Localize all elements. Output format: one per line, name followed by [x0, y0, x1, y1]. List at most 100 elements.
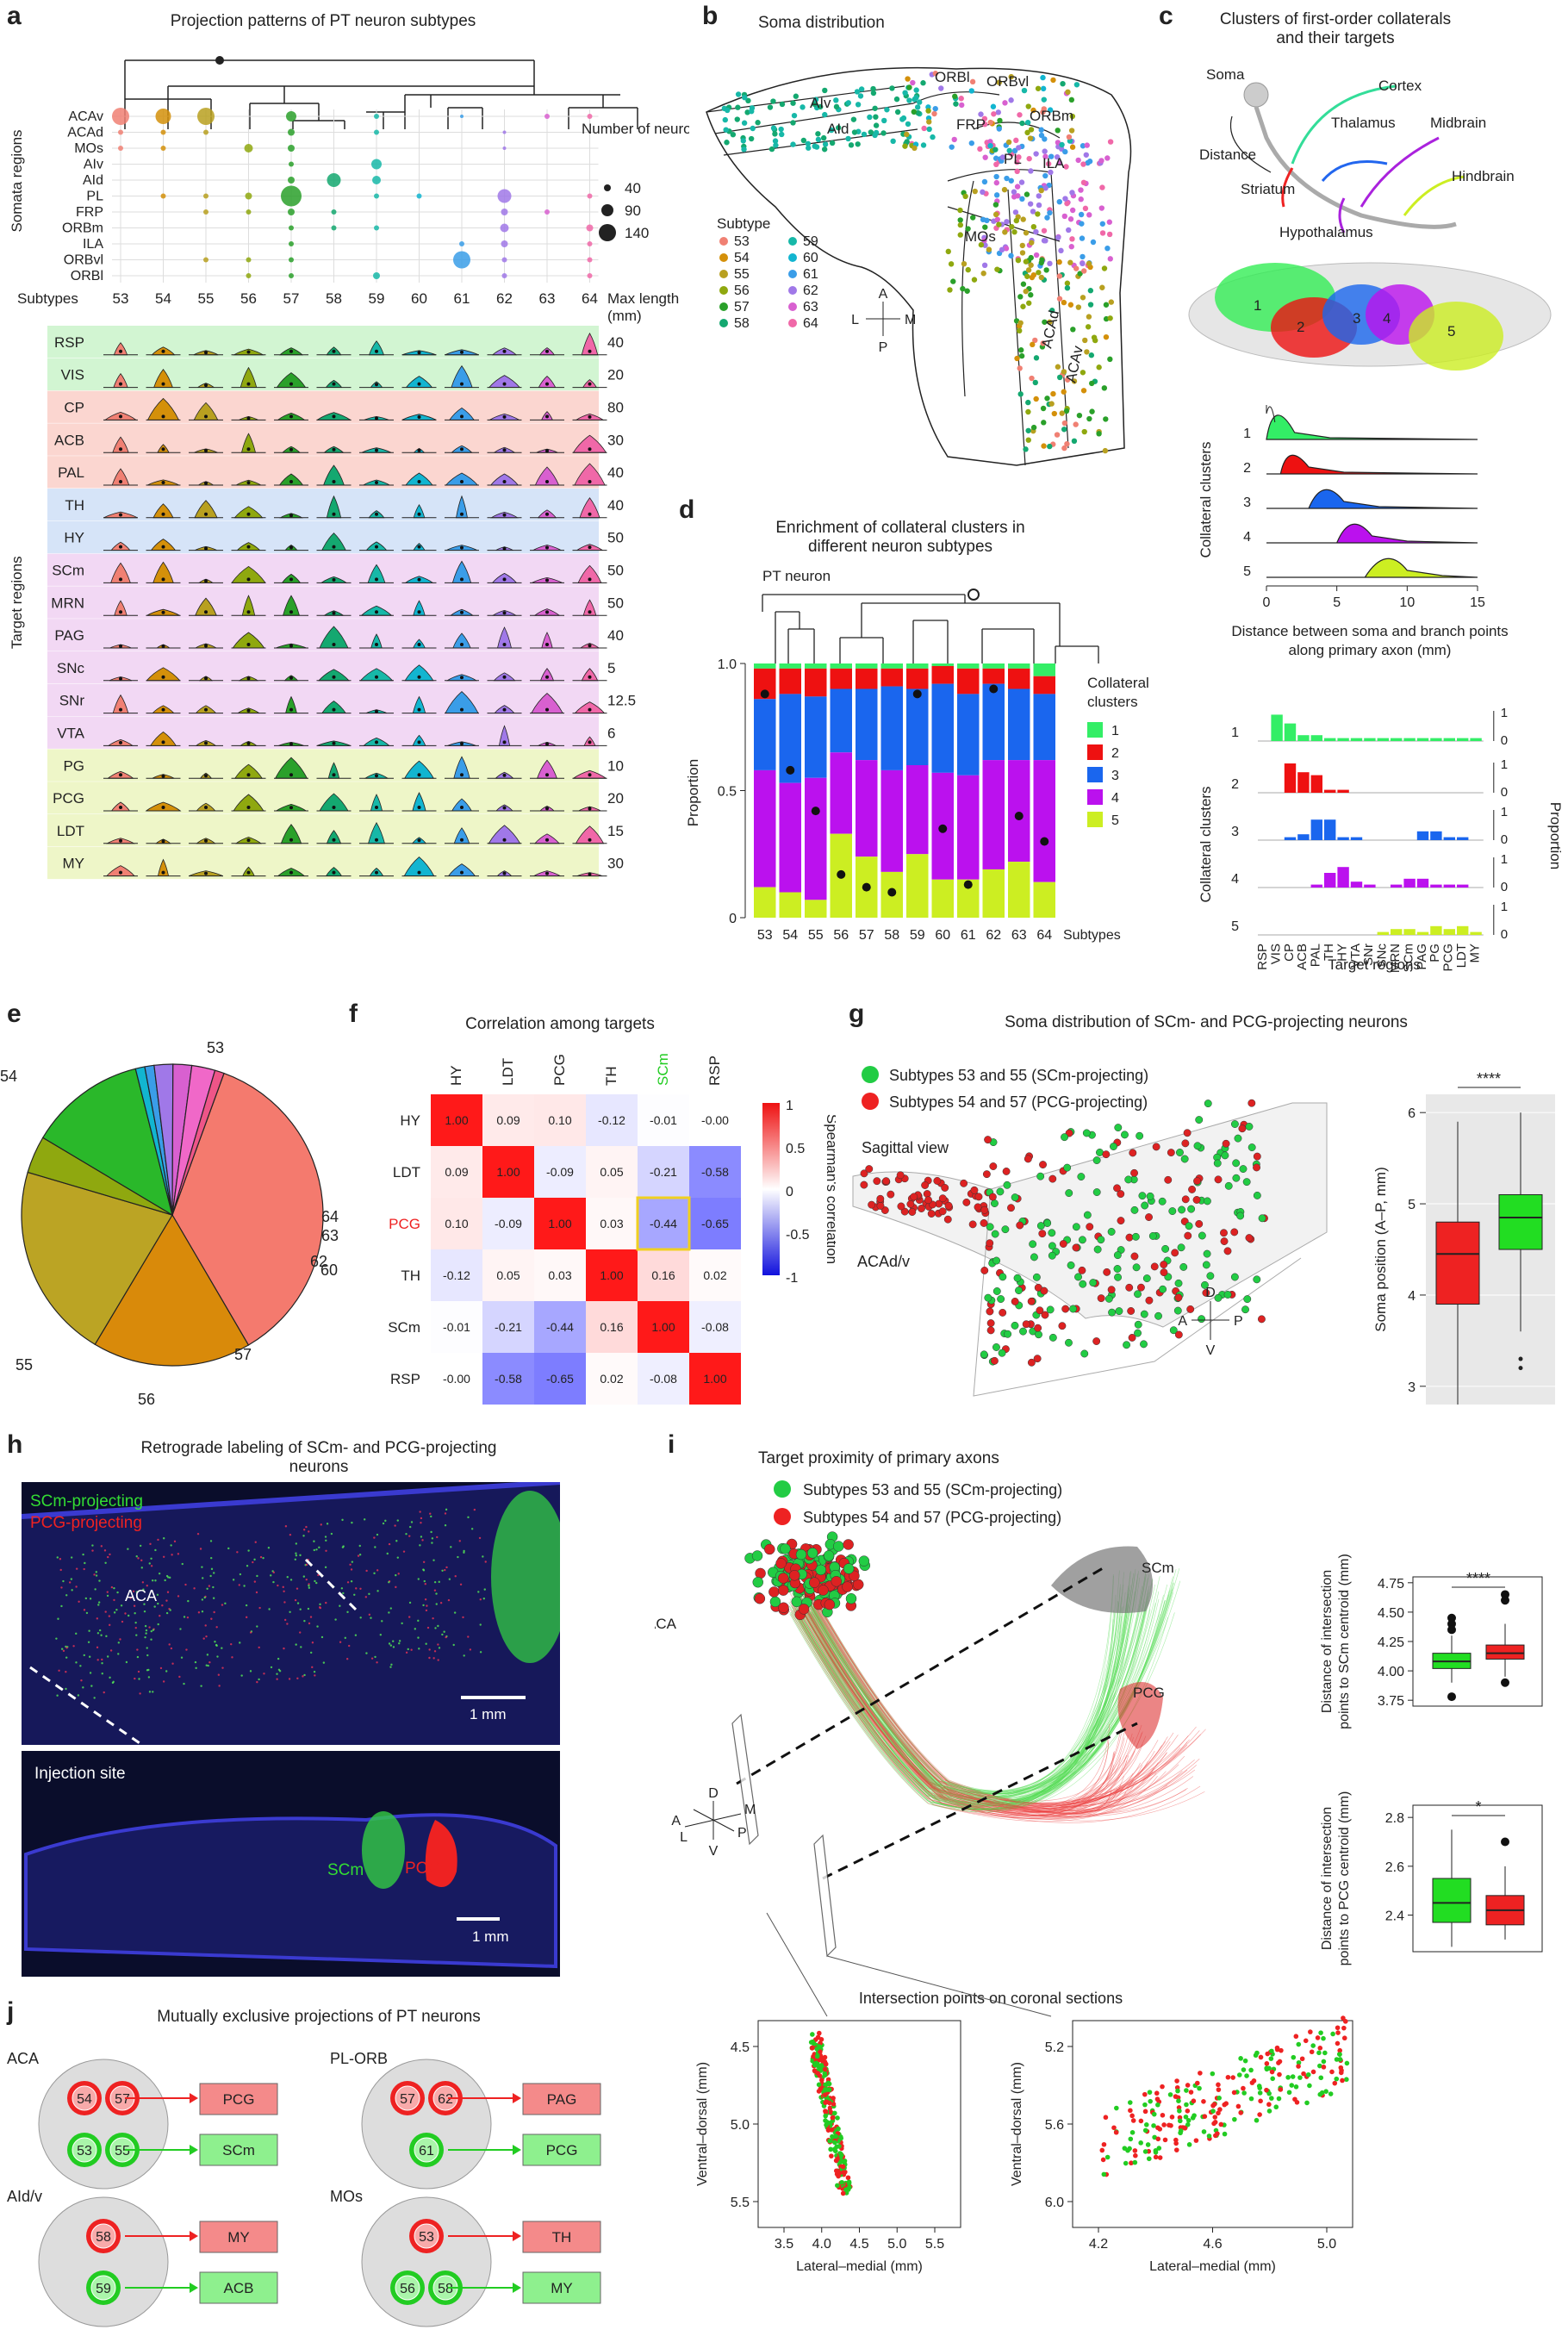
axon-fiber [789, 1609, 1121, 1814]
h1-labeled-cell [433, 1650, 437, 1653]
soma-point [748, 135, 755, 142]
h1-labeled-cell [308, 1622, 311, 1625]
hypothalamus-collateral [1338, 197, 1346, 234]
sc-point [1289, 2083, 1295, 2088]
stacked-bar-segment [906, 663, 929, 669]
sc-point [823, 2109, 829, 2115]
sc-point [822, 2066, 828, 2072]
h1-labeled-cell [435, 1603, 438, 1605]
soma-point [987, 119, 993, 126]
stacked-bar-segment [856, 668, 878, 689]
g-soma-point [986, 1307, 994, 1316]
h1-labeled-cell [158, 1572, 161, 1575]
h1-labeled-cell [398, 1640, 401, 1642]
h1-labeled-cell [258, 1646, 260, 1649]
h1-labeled-cell [330, 1532, 333, 1536]
soma-point [1059, 141, 1065, 148]
violin-median [588, 512, 592, 516]
i-legend-label: Subtypes 53 and 55 (SCm-projecting) [803, 1481, 1062, 1498]
soma-point [1020, 216, 1026, 222]
h1-labeled-cell [443, 1630, 445, 1633]
h1-labeled-cell [308, 1585, 310, 1587]
g-box [1498, 1193, 1543, 1250]
i-legend-red [774, 1508, 791, 1525]
somata-dot [203, 209, 208, 215]
g-soma-point [1059, 1240, 1067, 1248]
target-bar [1297, 772, 1310, 793]
soma-point [1044, 215, 1050, 221]
h1-labeled-cell [433, 1580, 437, 1584]
h1-labeled-cell [479, 1651, 482, 1654]
corr-cell [431, 1198, 482, 1249]
h1-labeled-cell [165, 1599, 168, 1602]
violin-shape [496, 626, 513, 649]
soma-point [1025, 103, 1031, 109]
sc-point [1157, 2155, 1163, 2160]
soma-point [971, 277, 978, 283]
d-legend-label: 3 [1111, 769, 1119, 783]
sc-point [1174, 2078, 1179, 2084]
soma-point [1108, 299, 1115, 305]
g-soma-point [1048, 1174, 1057, 1183]
violin-shape [240, 433, 257, 453]
g-soma-point [918, 1205, 925, 1212]
g-soma-point [992, 1343, 1000, 1351]
sc-ylabel: Ventral–dorsal (mm) [695, 2062, 710, 2186]
soma-point [790, 120, 796, 126]
soma-point [806, 145, 812, 151]
h1-labeled-cell [296, 1587, 299, 1590]
sc-point [1183, 2114, 1189, 2120]
soma-point [1038, 187, 1044, 194]
i-outlier [1447, 1692, 1456, 1702]
j-group-name: AId/v [7, 2188, 42, 2205]
subtype-legend-label: 62 [803, 283, 818, 298]
soma-point [950, 278, 956, 284]
g-soma-point [1186, 1305, 1195, 1313]
somata-dot [501, 240, 508, 247]
h1-labeled-cell [410, 1648, 413, 1651]
soma-point [742, 95, 748, 101]
d-legend-swatch [1087, 767, 1103, 782]
violin-median [161, 577, 165, 582]
violin-median [204, 481, 208, 485]
target-bar [1350, 837, 1363, 840]
maxlen-title: Max length [607, 290, 679, 307]
h1-labeled-cell [193, 1587, 196, 1590]
i-compass [693, 1809, 735, 1832]
i-soma-ball [845, 1592, 857, 1604]
h1-labeled-cell [448, 1578, 451, 1580]
soma-point [945, 248, 951, 255]
h1-labeled-cell [100, 1545, 103, 1548]
h1-labeled-cell [299, 1608, 302, 1610]
sc-point [1241, 2090, 1247, 2096]
g-soma-point [1142, 1274, 1151, 1283]
soma-point [1014, 159, 1020, 165]
h1-labeled-cell [146, 1647, 148, 1649]
h1-labeled-cell [221, 1647, 223, 1649]
soma-point [1045, 160, 1052, 167]
pie-slice [94, 1213, 250, 1367]
g-soma-point [1183, 1129, 1192, 1137]
corr-value: 0.03 [548, 1268, 571, 1282]
panel-h-title: Retrograde labeling of SCm- and PCG-proj… [140, 1439, 497, 1476]
sc-xtick-label: 4.0 [812, 2237, 831, 2252]
i-box-ylabel-1: Distance of intersection [1320, 1570, 1335, 1713]
brain-cluster-label: 2 [1297, 319, 1304, 335]
soma-point [980, 271, 986, 277]
violin-median [161, 774, 165, 778]
violin-shape [195, 597, 217, 616]
soma-point [1091, 334, 1098, 340]
corr-cell [482, 1146, 534, 1198]
g-legend-label: Subtypes 53 and 55 (SCm-projecting) [889, 1067, 1148, 1084]
sc-point [1212, 2115, 1218, 2120]
target-bar [1391, 884, 1403, 888]
sc-point [1177, 2118, 1183, 2124]
violin-median [161, 870, 165, 875]
axon-fiber [791, 1594, 1117, 1810]
sc-point [1332, 2080, 1338, 2086]
sc-point [1143, 2122, 1149, 2127]
subtype-legend-swatch [719, 253, 728, 262]
bar-target-label: PG [1428, 944, 1442, 962]
bar-target-label: HY [1335, 944, 1349, 962]
axon-fiber [797, 1592, 1181, 1805]
